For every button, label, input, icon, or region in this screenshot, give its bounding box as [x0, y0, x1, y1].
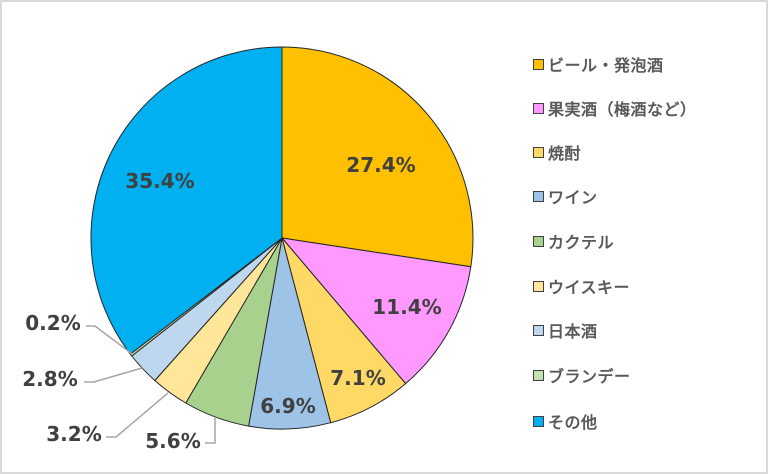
leader-line-brandy	[86, 325, 133, 355]
label-other: 35.4%	[125, 169, 194, 193]
legend-swatch	[533, 58, 544, 70]
legend-item-whisky[interactable]: ウイスキー	[533, 274, 630, 298]
legend-label: その他	[548, 413, 598, 432]
legend-label: 果実酒（梅酒など）	[548, 100, 697, 119]
label-fruit: 11.4%	[372, 295, 441, 319]
label-shochu: 7.1%	[330, 366, 385, 390]
legend-item-sake[interactable]: 日本酒	[533, 318, 598, 342]
legend-swatch	[533, 235, 544, 247]
leader-line-whisky	[106, 392, 169, 438]
legend-item-brandy[interactable]: ブランデー	[533, 363, 631, 387]
legend-label: ブランデー	[548, 367, 631, 386]
label-beer: 27.4%	[346, 153, 415, 177]
legend-label: ワイン	[548, 188, 598, 207]
leader-line-sake	[84, 367, 143, 383]
legend-label: ビール・発泡酒	[548, 56, 664, 75]
label-sake: 2.8%	[22, 367, 77, 391]
legend-swatch	[533, 369, 544, 381]
legend-item-cocktail[interactable]: カクテル	[533, 229, 614, 253]
leader-line-cocktail	[205, 418, 216, 444]
legend-item-shochu[interactable]: 焼酎	[533, 140, 581, 164]
legend-item-wine[interactable]: ワイン	[533, 184, 598, 208]
legend-swatch	[533, 324, 544, 336]
slice-other[interactable]	[90, 46, 283, 355]
legend-item-beer[interactable]: ビール・発泡酒	[533, 52, 664, 76]
legend-swatch	[533, 102, 544, 114]
label-wine: 6.9%	[260, 394, 315, 418]
legend-swatch	[533, 146, 544, 158]
legend-label: ウイスキー	[548, 278, 631, 297]
legend-swatch	[533, 190, 544, 202]
legend-label: 焼酎	[548, 144, 582, 163]
label-cocktail: 5.6%	[145, 429, 200, 453]
slice-beer[interactable]	[281, 46, 474, 268]
legend-label: 日本酒	[548, 322, 598, 341]
legend-item-other[interactable]: その他	[533, 409, 598, 433]
legend-label: カクテル	[548, 233, 615, 252]
legend-swatch	[533, 280, 544, 292]
slice-fruit-wine[interactable]	[281, 237, 472, 385]
label-brandy: 0.2%	[25, 311, 80, 335]
label-whisky: 3.2%	[46, 422, 101, 446]
legend-swatch	[533, 415, 544, 427]
legend-item-fruit-wine[interactable]: 果実酒（梅酒など）	[533, 96, 697, 120]
